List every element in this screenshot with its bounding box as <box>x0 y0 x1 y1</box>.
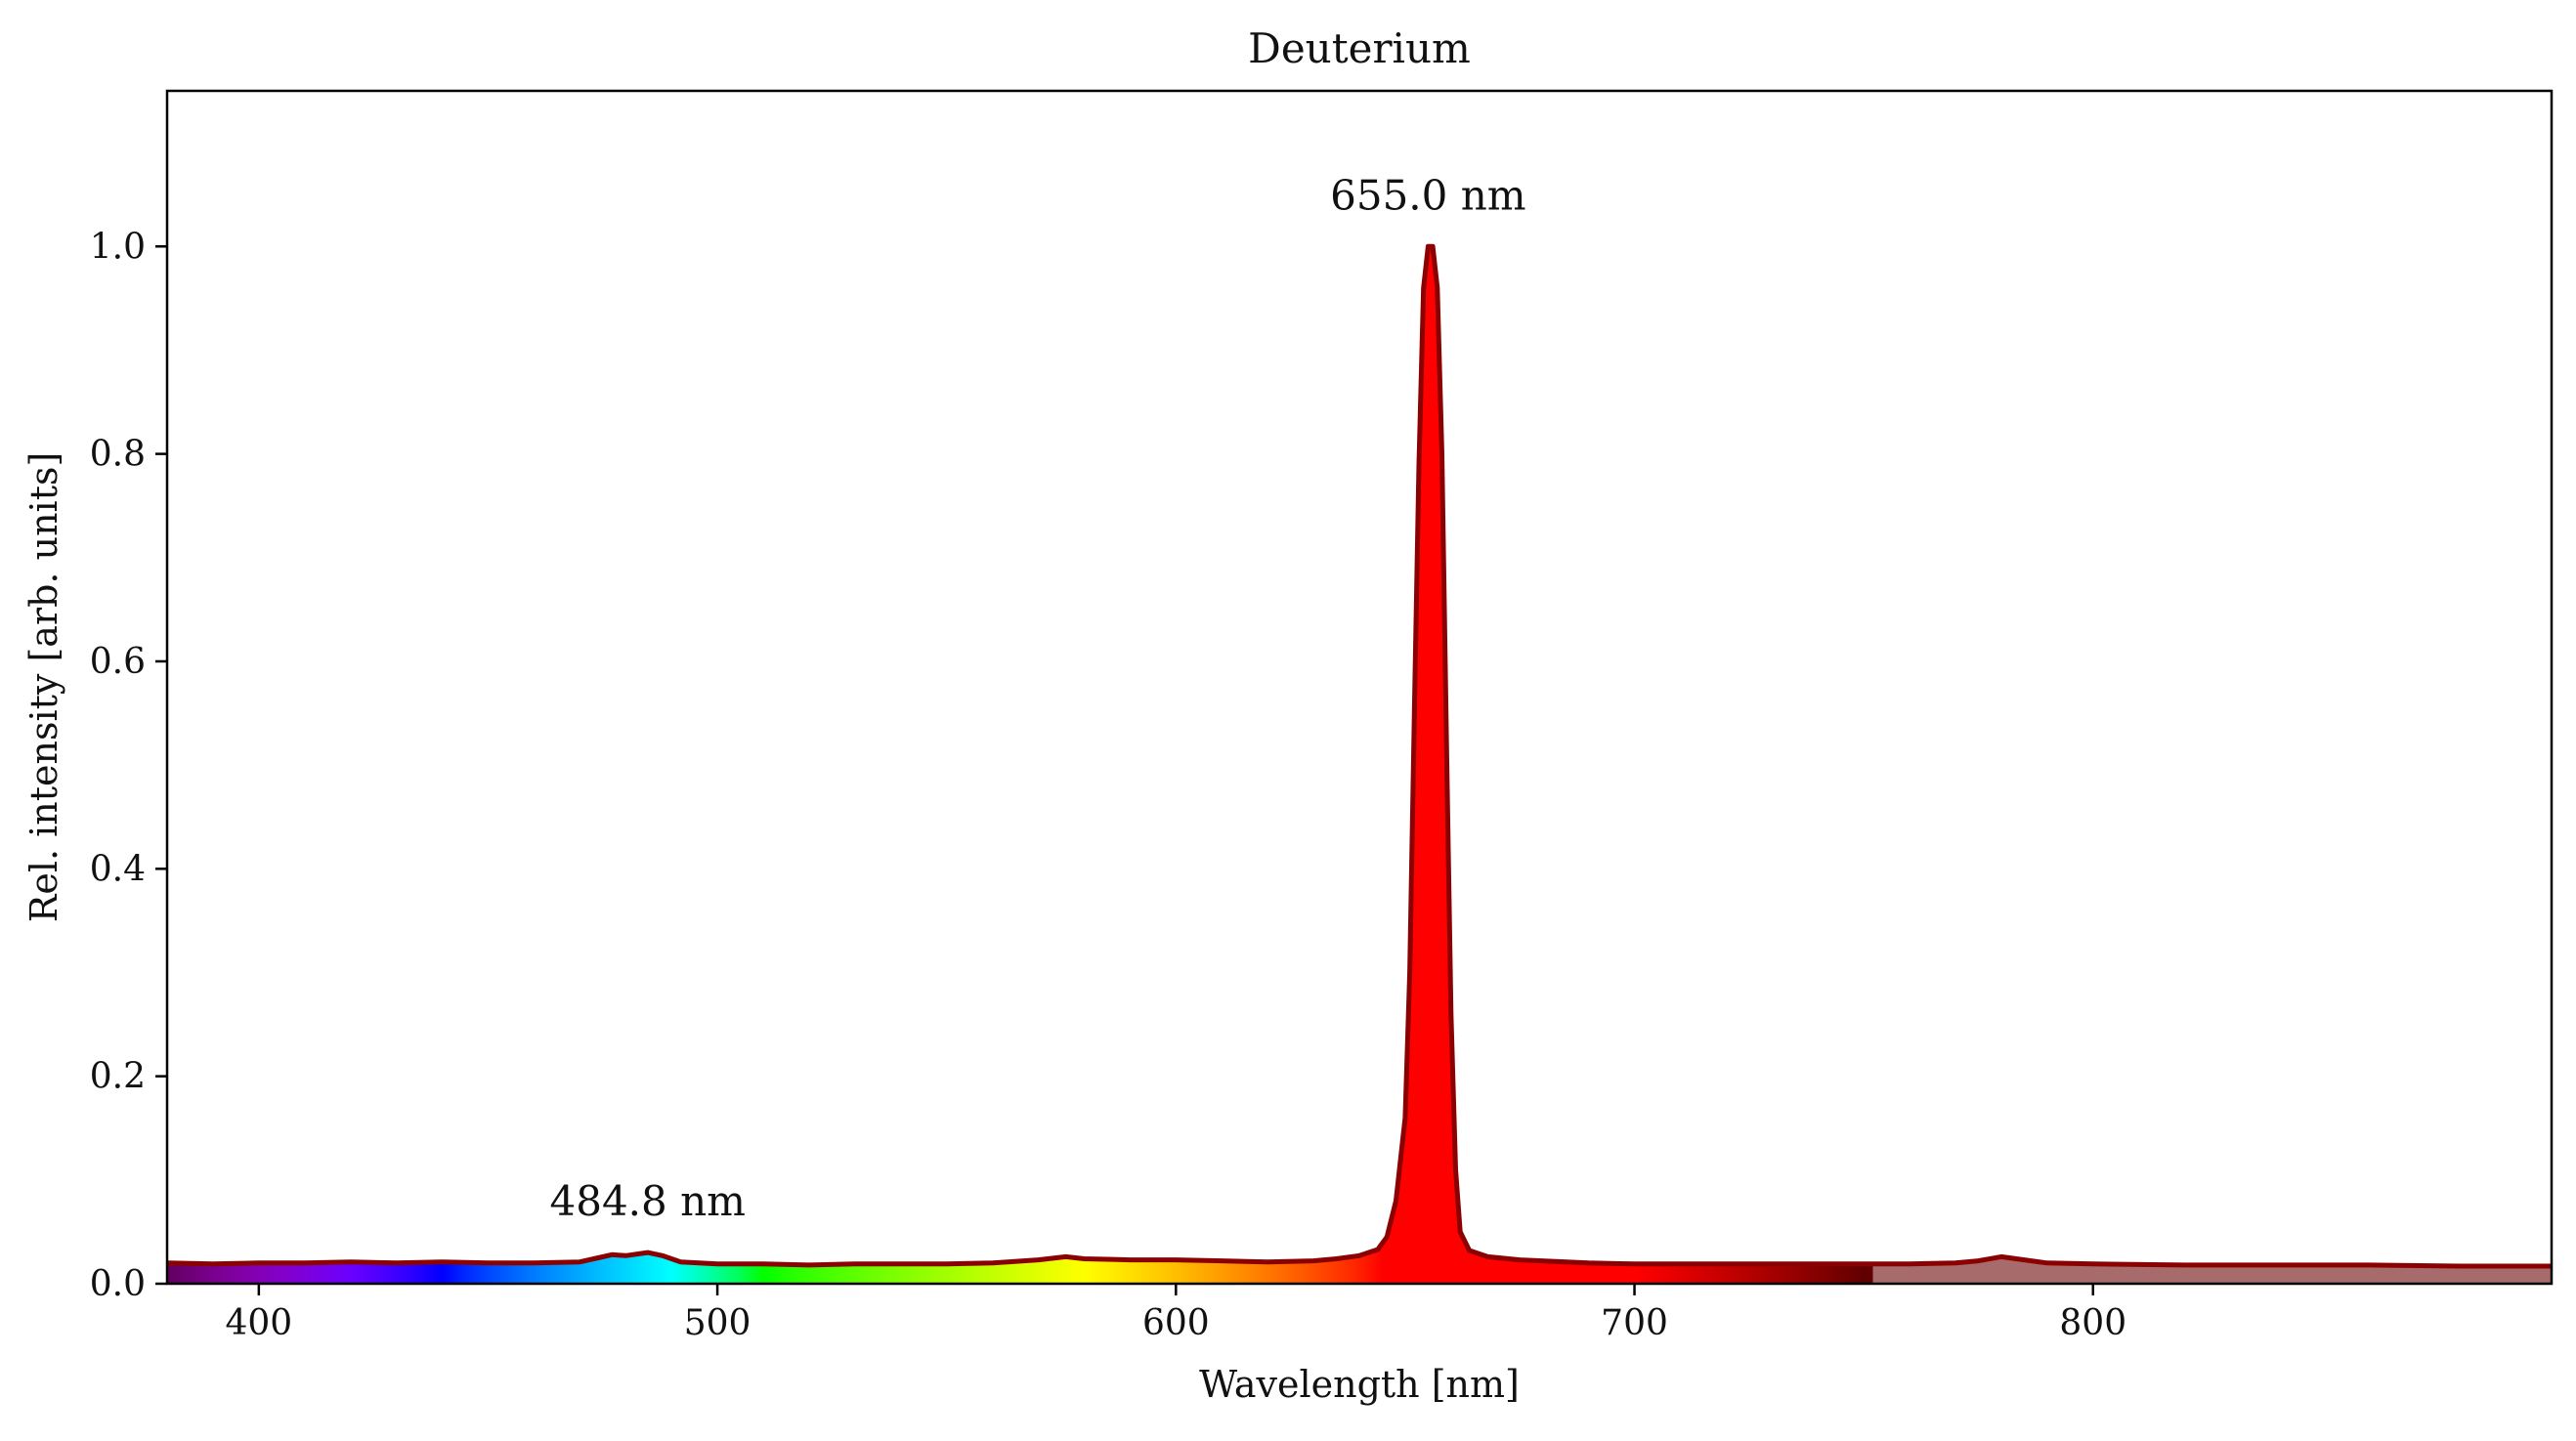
y-axis-title: Rel. intensity [arb. units] <box>22 452 65 923</box>
infrared-fill <box>1872 246 2552 1284</box>
x-tick-label: 400 <box>225 1303 292 1343</box>
x-tick-label: 500 <box>684 1303 751 1343</box>
y-tick-label: 1.0 <box>90 227 146 267</box>
x-tick-label: 700 <box>1601 1303 1668 1343</box>
visible-spectrum-fill <box>167 246 1873 1284</box>
y-tick-label: 0.4 <box>90 849 146 889</box>
y-tick-label: 0.6 <box>90 642 146 682</box>
spectrum-fill-group <box>167 243 2552 1284</box>
peak-label: 484.8 nm <box>550 1177 746 1225</box>
y-axis: 0.0 0.2 0.4 0.6 0.8 1.0 <box>90 227 167 1304</box>
x-tick-label: 600 <box>1142 1303 1210 1343</box>
peak-label: 655.0 nm <box>1330 171 1525 219</box>
plot-area <box>167 243 2552 1284</box>
y-tick-label: 0.0 <box>90 1264 146 1304</box>
y-tick-label: 0.8 <box>90 435 146 475</box>
x-tick-label: 800 <box>2059 1303 2126 1343</box>
peak-annotations: 484.8 nm 655.0 nm <box>550 171 1526 1225</box>
x-axis: 400 500 600 700 800 <box>225 1284 2126 1343</box>
y-tick-label: 0.2 <box>90 1057 146 1097</box>
spectrum-line <box>167 243 2552 1269</box>
plot-frame <box>165 89 2554 1286</box>
x-axis-title: Wavelength [nm] <box>1199 1363 1520 1406</box>
chart-title: Deuterium <box>1248 24 1471 72</box>
